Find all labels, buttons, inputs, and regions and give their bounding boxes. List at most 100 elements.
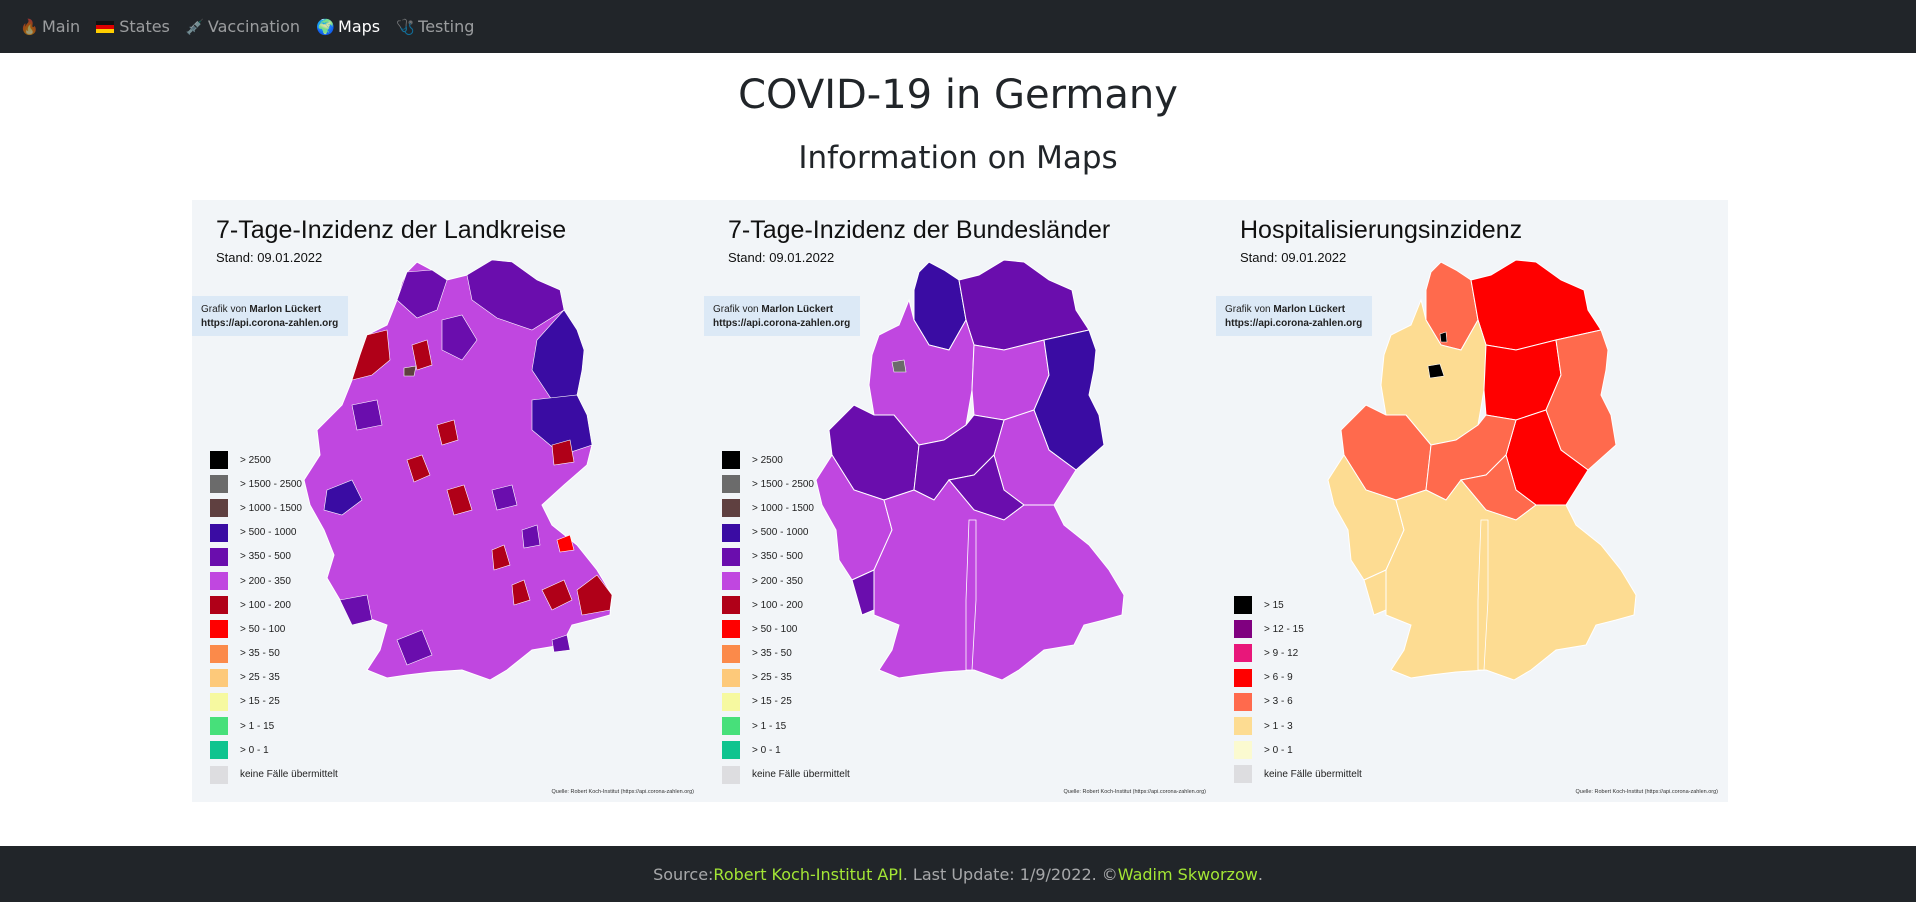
legend-item: > 50 - 100 (722, 617, 850, 641)
legend-label: > 200 - 350 (240, 575, 291, 587)
legend-swatch (722, 620, 740, 639)
legend-label: > 500 - 1000 (752, 527, 809, 539)
legend-swatch (1234, 717, 1252, 736)
legend-item: > 35 - 50 (210, 642, 338, 666)
legend-swatch (722, 765, 740, 784)
legend-item: > 2500 (210, 448, 338, 472)
legend-item: > 15 - 25 (210, 690, 338, 714)
nav-item-main[interactable]: 🔥 Main (20, 17, 80, 36)
legend-swatch (722, 499, 740, 518)
legend-item: > 200 - 350 (722, 569, 850, 593)
map-panel-bundeslaender: 7-Tage-Inzidenz der Bundesländer Stand: … (704, 200, 1216, 802)
legend-swatch (210, 475, 228, 494)
globe-icon: 🌍 (316, 17, 335, 36)
legend-label: > 0 - 1 (240, 744, 269, 756)
legend-swatch (1234, 644, 1252, 663)
map-credit: Grafik von Marlon Lückert https://api.co… (1216, 296, 1372, 336)
nav-item-vaccination[interactable]: 💉 Vaccination (186, 17, 300, 36)
map-legend: > 15 > 12 - 15 > 9 - 12 > 6 - 9 > 3 - 6 … (1234, 593, 1362, 787)
legend-label: > 3 - 6 (1264, 696, 1293, 708)
legend-item: > 500 - 1000 (210, 521, 338, 545)
legend-swatch (722, 523, 740, 542)
legend-label: > 100 - 200 (752, 599, 803, 611)
legend-swatch (722, 717, 740, 736)
legend-item: > 50 - 100 (210, 617, 338, 641)
footer-suffix: . (1257, 864, 1263, 884)
credit-url: https://api.corona-zahlen.org (713, 318, 851, 329)
map-date: Stand: 09.01.2022 (216, 250, 323, 265)
footer: Source: Robert Koch-Institut API . Last … (0, 846, 1916, 902)
map-date: Stand: 09.01.2022 (728, 250, 835, 265)
legend-item: > 100 - 200 (722, 593, 850, 617)
legend-item: > 9 - 12 (1234, 641, 1362, 665)
legend-swatch (1234, 692, 1252, 711)
nav-item-maps[interactable]: 🌍 Maps (316, 17, 380, 36)
legend-label: keine Fälle übermittelt (240, 769, 338, 781)
legend-item: keine Fälle übermittelt (210, 762, 338, 786)
legend-label: > 2500 (240, 454, 271, 466)
map-credit: Grafik von Marlon Lückert https://api.co… (192, 296, 348, 336)
legend-label: > 35 - 50 (240, 648, 280, 660)
map-source: Quelle: Robert Koch-Institut (https://ap… (551, 789, 694, 795)
footer-prefix: Source: (653, 864, 714, 884)
credit-author: Marlon Lückert (1273, 304, 1346, 315)
nav-item-label: Testing (418, 17, 475, 36)
map-legend: > 2500 > 1500 - 2500 > 1000 - 1500 > 500… (722, 448, 850, 787)
credit-author: Marlon Lückert (761, 304, 834, 315)
nav-item-states[interactable]: States (96, 17, 170, 36)
legend-swatch (210, 451, 228, 470)
legend-label: > 50 - 100 (752, 623, 798, 635)
credit-url: https://api.corona-zahlen.org (1225, 318, 1363, 329)
footer-middle: . Last Update: 1/9/2022. © (902, 864, 1118, 884)
footer-author-link[interactable]: Wadim Skworzow (1117, 864, 1258, 884)
nav-item-label: Vaccination (207, 17, 301, 36)
maps-image: 7-Tage-Inzidenz der Landkreise Stand: 09… (192, 200, 1728, 802)
legend-item: > 500 - 1000 (722, 521, 850, 545)
syringe-icon: 💉 (185, 17, 205, 36)
legend-label: > 200 - 350 (752, 575, 803, 587)
map-date: Stand: 09.01.2022 (1240, 250, 1347, 265)
legend-item: > 0 - 1 (722, 738, 850, 762)
legend-label: > 2500 (752, 454, 783, 466)
legend-item: > 1500 - 2500 (722, 472, 850, 496)
legend-item: > 1000 - 1500 (210, 496, 338, 520)
map-source: Quelle: Robert Koch-Institut (https://ap… (1575, 789, 1718, 795)
legend-swatch (722, 451, 740, 470)
legend-item: > 25 - 35 (210, 666, 338, 690)
map-title: 7-Tage-Inzidenz der Bundesländer (728, 216, 1111, 244)
legend-label: > 25 - 35 (240, 672, 280, 684)
legend-swatch (210, 644, 228, 663)
legend-swatch (210, 668, 228, 687)
legend-item: keine Fälle übermittelt (722, 762, 850, 786)
legend-label: keine Fälle übermittelt (1264, 768, 1362, 780)
legend-label: > 1000 - 1500 (240, 502, 302, 514)
nav-item-testing[interactable]: 🩺 Testing (396, 17, 474, 36)
navbar: 🔥 Main States 💉 Vaccination 🌍 Maps 🩺 Tes… (0, 0, 1916, 53)
nav-item-label: Main (42, 17, 81, 36)
legend-swatch (1234, 620, 1252, 639)
legend-swatch (1234, 668, 1252, 687)
legend-item: > 25 - 35 (722, 666, 850, 690)
legend-label: > 1 - 3 (1264, 720, 1293, 732)
legend-item: > 1 - 3 (1234, 714, 1362, 738)
legend-swatch (722, 596, 740, 615)
german-flag-icon (96, 20, 115, 33)
legend-label: > 0 - 1 (752, 744, 781, 756)
legend-item: > 350 - 500 (722, 545, 850, 569)
legend-label: > 1500 - 2500 (752, 478, 814, 490)
legend-label: > 1 - 15 (752, 720, 787, 732)
legend-label: > 0 - 1 (1264, 744, 1293, 756)
legend-label: > 100 - 200 (240, 599, 291, 611)
legend-label: > 35 - 50 (752, 648, 792, 660)
legend-swatch (722, 547, 740, 566)
legend-item: > 0 - 1 (210, 738, 338, 762)
legend-item: > 1500 - 2500 (210, 472, 338, 496)
legend-swatch (722, 741, 740, 760)
legend-item: > 0 - 1 (1234, 738, 1362, 762)
legend-item: > 350 - 500 (210, 545, 338, 569)
legend-item: > 35 - 50 (722, 642, 850, 666)
footer-source-link[interactable]: Robert Koch-Institut API (713, 864, 903, 884)
legend-label: > 50 - 100 (240, 623, 286, 635)
legend-swatch (210, 717, 228, 736)
map-panel-hospitalisierung: Hospitalisierungsinzidenz Stand: 09.01.2… (1216, 200, 1728, 802)
